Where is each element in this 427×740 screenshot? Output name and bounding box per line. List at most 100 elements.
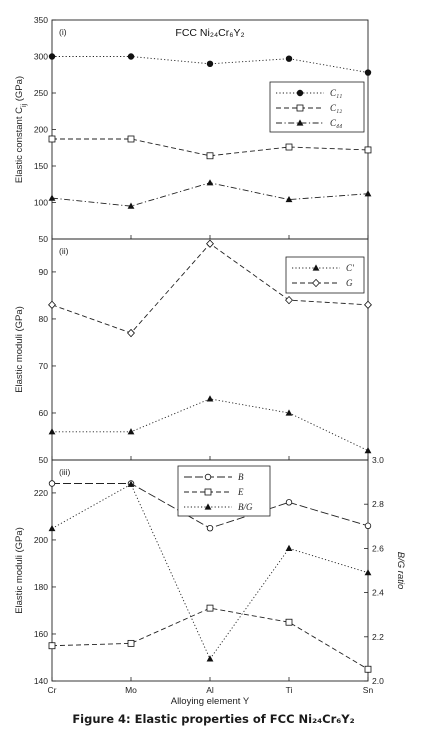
y-axis-label: Elastic moduli (GPa) [14,306,25,393]
series-line [52,138,369,157]
panel-label: (ii) [59,246,69,256]
x-tick-label: Sn [363,685,374,695]
data-point [364,69,372,76]
data-point [364,190,372,197]
y-tick-label: 100 [34,198,48,208]
data-point [48,524,56,532]
y2-axis-label: B/G ratio [395,552,406,590]
data-point [285,409,293,416]
y-axis-label: Elastic moduli (GPa) [14,527,25,614]
data-point [48,53,56,60]
y-tick-label: 350 [34,15,48,25]
legend-label: G [346,278,353,288]
data-point [206,604,214,612]
data-point [48,300,56,310]
data-point [285,295,293,305]
data-point [48,194,56,201]
legend-marker [312,278,320,288]
data-point [285,544,293,551]
data-point [364,146,372,154]
y-tick-label: 250 [34,88,48,98]
legend-marker [296,89,304,97]
data-point [48,428,56,435]
x-axis-label: Alloying element Y [171,696,250,706]
panel-label: (iii) [59,467,70,477]
y-tick-label: 90 [39,267,49,277]
legend-label: C₄₄ [330,118,342,128]
y-tick-label: 80 [39,314,49,324]
y2-tick-label: 2.2 [372,632,384,642]
y-tick-label: 50 [39,234,49,244]
x-tick-label: Ti [286,685,293,695]
data-point [364,446,372,454]
y2-tick-label: 2.4 [372,588,384,598]
data-point [127,328,135,338]
data-point [127,428,135,435]
x-tick-label: Cr [48,685,57,695]
data-point [206,655,214,662]
legend-box [269,81,365,133]
data-point [364,300,372,310]
data-point [48,480,56,487]
data-point [206,239,214,248]
y-axis-label: Elastic constant Cij (GPa) [14,76,28,183]
series-line [51,483,369,660]
legend-marker [204,473,212,481]
series-line [51,607,369,670]
y2-tick-label: 2.8 [372,499,384,509]
legend-marker [312,264,320,271]
data-point [127,480,135,487]
legend-label: B [238,472,244,482]
data-point [364,665,372,673]
x-tick-label: Al [206,685,214,695]
elastic-properties-figure: 50 100 150 200 250 300 350 Elastic constant Cij… [14,15,406,706]
panel-label: (i) [59,27,67,37]
legend-marker [296,119,304,126]
data-point [206,395,214,402]
data-point [285,195,293,203]
legend-label: E [237,487,244,497]
legend-label: C₁₂ [330,103,342,113]
data-point [206,152,214,160]
y-tick-label: 160 [34,629,48,639]
legend-label: C' [346,263,355,273]
y-tick-label: 180 [34,582,48,592]
y-tick-label: 300 [34,52,48,62]
y-tick-label: 50 [39,455,49,465]
legend-box [285,256,365,294]
data-point [206,60,214,67]
legend-marker [296,104,304,112]
y-tick-label: 200 [34,125,48,135]
series-line [52,398,369,452]
x-tick-label: Mo [125,685,137,695]
y-tick-label: 200 [34,535,48,545]
y-tick-label: 140 [34,676,48,686]
legend-box [177,465,271,517]
data-point [206,524,214,532]
data-point [285,143,293,151]
data-point [364,522,372,530]
chart-title: FCC Ni₂₄Cr₆Y₂ [175,27,244,39]
y2-tick-label: 2.0 [372,676,384,686]
series-line [51,182,369,207]
figure-caption: Figure 4: Elastic properties of FCC Ni₂₄… [72,712,355,726]
y-tick-label: 220 [34,488,48,498]
data-point [364,569,372,576]
y2-tick-label: 2.6 [372,543,384,553]
y-tick-label: 70 [39,361,49,371]
legend-marker [204,488,212,496]
data-point [285,55,293,62]
y2-tick-label: 3.0 [372,455,384,465]
legend-label: B/G [238,502,253,512]
data-point [127,135,135,143]
data-point [206,179,214,186]
data-point [127,53,135,60]
data-point [285,499,293,506]
y-tick-label: 60 [39,408,49,418]
data-point [127,202,135,209]
data-point [48,642,56,650]
data-point [127,639,135,647]
data-point [48,135,56,143]
data-point [285,618,293,626]
legend-label: C₁₁ [330,88,342,98]
